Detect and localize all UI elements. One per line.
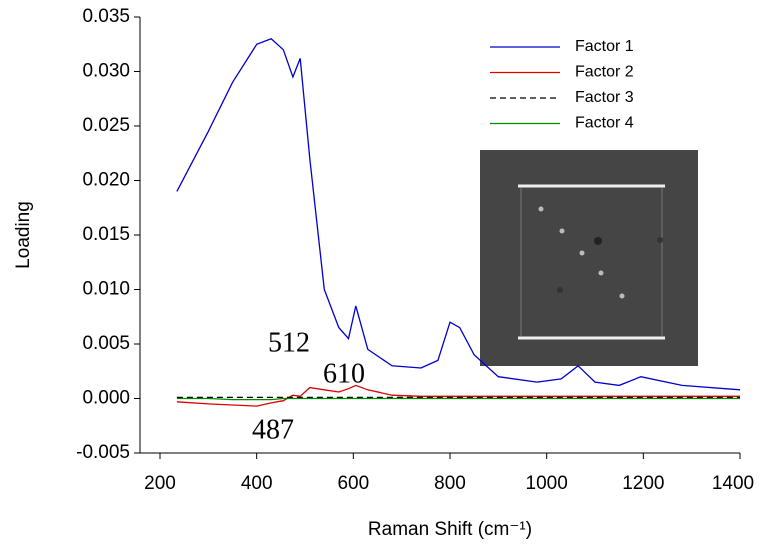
annotation: 512: [268, 327, 310, 358]
y-axis-label: Loading: [13, 201, 34, 269]
x-tick-label: 600: [337, 473, 369, 494]
y-tick-label: 0.015: [82, 224, 130, 245]
y-tick-label: -0.005: [76, 442, 130, 463]
y-tick-label: 0.035: [82, 6, 130, 27]
legend-label: Factor 3: [575, 89, 634, 106]
x-tick-label: 1000: [526, 473, 568, 494]
y-tick-label: 0.030: [82, 61, 130, 82]
y-tick-label: 0.010: [82, 279, 130, 300]
y-tick-label: 0.000: [82, 388, 130, 409]
legend-label: Factor 4: [575, 115, 634, 132]
x-tick-label: 400: [241, 473, 273, 494]
series-line: [176, 397, 740, 401]
x-tick-label: 200: [144, 473, 176, 494]
x-tick-label: 800: [434, 473, 466, 494]
annotation: 610: [323, 358, 365, 389]
inset-image: [480, 150, 698, 366]
legend-label: Factor 2: [575, 64, 634, 81]
legend-label: Factor 1: [575, 38, 634, 55]
x-tick-label: 1200: [622, 473, 664, 494]
x-tick-label: 1400: [712, 473, 754, 494]
y-tick-label: 0.020: [82, 170, 130, 191]
x-axis-label: Raman Shift (cm⁻¹): [368, 519, 532, 540]
y-tick-label: 0.025: [82, 115, 130, 136]
series-line: [176, 38, 741, 391]
series-line: [176, 384, 740, 407]
annotation: 487: [252, 414, 294, 445]
y-tick-label: 0.005: [82, 333, 130, 354]
